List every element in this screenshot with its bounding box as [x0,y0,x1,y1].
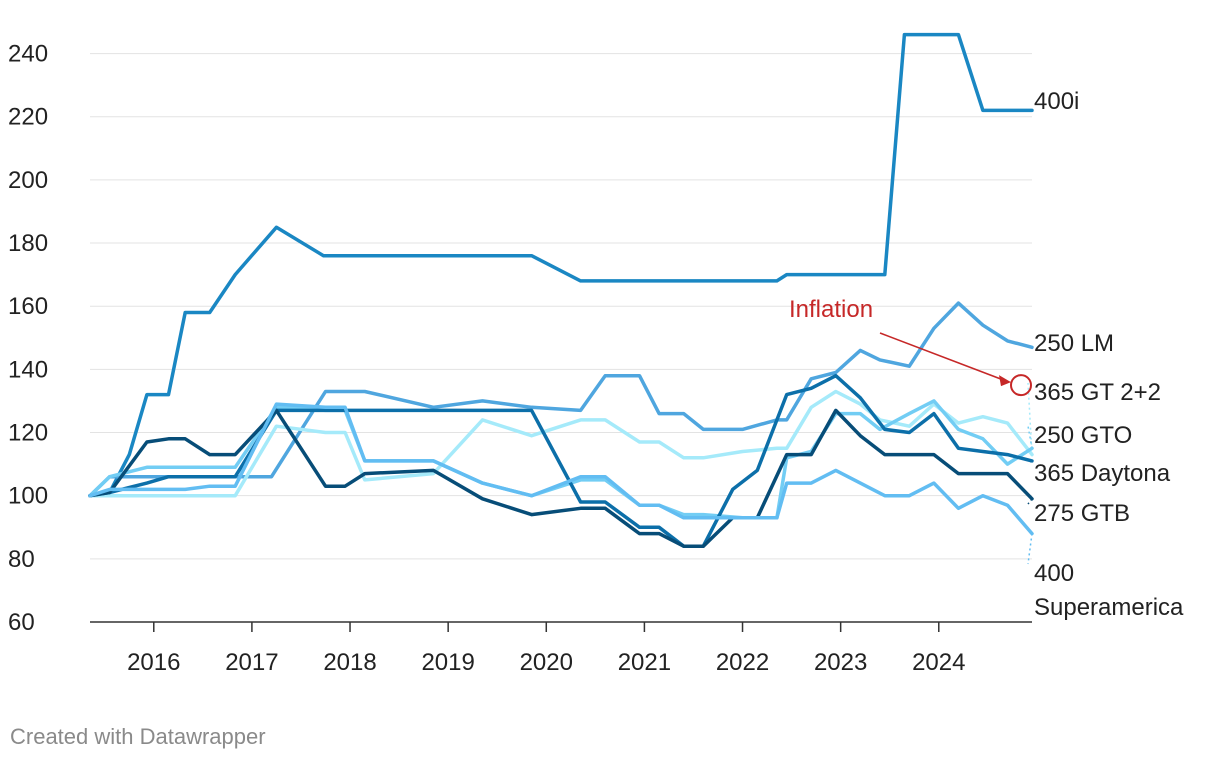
y-tick-label: 120 [8,420,48,447]
inflation-arrow [879,332,1010,383]
grid [90,53,1032,623]
x-tick-label: 2016 [127,649,180,676]
label-leaders [1027,382,1033,565]
inflation-arrowhead [999,375,1011,387]
series-line-250-lm [88,301,1034,498]
series-label-400i: 400i [1034,88,1079,115]
x-tick-label: 2018 [323,649,376,676]
series-line-400i [88,32,1034,498]
y-tick-label: 100 [8,483,48,510]
y-axis: 240 220 200 180 160 140 120 100 80 60 [8,41,48,636]
series-line-365-gt-2-2 [88,389,1034,498]
inflation-marker [1010,374,1032,397]
inflation-annotation: Inflation [789,296,1032,397]
x-tick-label: 2020 [520,649,573,676]
inflation-label: Inflation [789,296,873,323]
x-tick-label: 2022 [716,649,769,676]
x-tick-label: 2023 [814,649,867,676]
series-labels: 400i 250 LM 365 GT 2+2 250 GTO 365 Daytona 27… [1034,88,1184,621]
y-tick-label: 160 [8,293,48,320]
x-tick-label: 2021 [618,649,671,676]
series-line-250-gto [88,399,1034,520]
y-tick-label: 80 [8,546,35,573]
series-line-365-daytona [88,373,1034,548]
label-leader [1027,382,1033,455]
series-label-400-superamerica: 400 Superamerica [1034,560,1184,621]
series-line-400-superamerica [88,402,1034,536]
y-tick-label: 60 [8,609,35,636]
y-tick-label: 180 [8,230,48,257]
series-label-250-lm: 250 LM [1034,330,1114,357]
label-leader [1027,425,1033,449]
credit-text: Created with Datawrapper [10,724,266,749]
series-label-250-gto: 250 GTO [1034,422,1132,449]
series-label-365-gt-2-2: 365 GT 2+2 [1034,379,1161,406]
x-axis: 2016 2017 2018 2019 2020 2021 2022 2023 2024 [127,622,965,676]
series-lines [88,32,1034,548]
y-tick-label: 140 [8,356,48,383]
series-line-275-gtb [88,408,1034,548]
x-tick-label: 2017 [225,649,278,676]
series-label-275-gtb: 275 GTB [1034,500,1130,527]
y-tick-label: 240 [8,41,48,68]
y-tick-label: 200 [8,167,48,194]
x-tick-label: 2024 [912,649,965,676]
y-tick-label: 220 [8,104,48,131]
x-tick-label: 2019 [421,649,474,676]
series-label-365-daytona: 365 Daytona [1034,460,1171,487]
label-leader [1027,533,1033,565]
